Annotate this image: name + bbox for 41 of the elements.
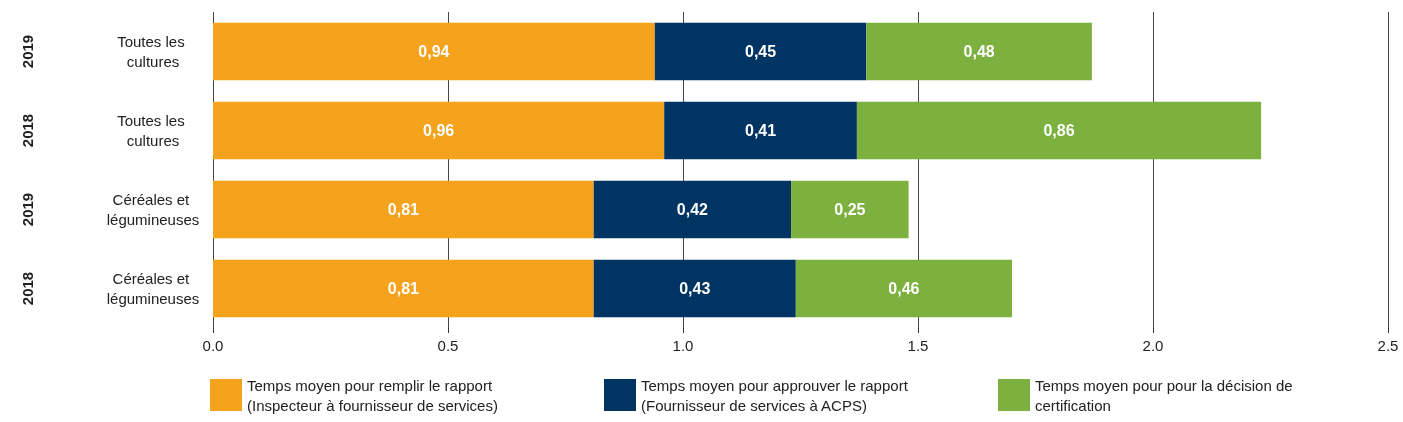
text: 2019 xyxy=(19,34,36,69)
text: 2019 xyxy=(19,192,36,227)
x-tick-label: 1.0 xyxy=(672,337,694,354)
y-tick-label: Toutes les cultures xyxy=(117,33,189,70)
data-label: 0,48 xyxy=(963,43,995,60)
bar xyxy=(213,22,655,81)
bar xyxy=(593,259,796,318)
text: 2018 xyxy=(19,271,36,306)
legend-label: Temps moyen pour approuver le rapport (Fournisseur de services à ACPS) xyxy=(641,376,912,414)
data-label: 0,94 xyxy=(418,43,450,60)
x-tick-label: 2.0 xyxy=(1142,337,1164,354)
bar xyxy=(213,101,665,160)
data-label: 0,41 xyxy=(744,122,777,139)
legend-label: Temps moyen pour remplir le rapport (Inspecteur à fournisseur de services) xyxy=(247,376,498,414)
data-label: 0,43 xyxy=(679,280,711,297)
bar xyxy=(795,259,1012,318)
y-tick-label: Céréales et légumineuses xyxy=(106,270,200,307)
x-tick-label: 0.5 xyxy=(437,337,459,354)
bar xyxy=(654,22,867,81)
data-label: 0,45 xyxy=(744,43,777,60)
data-label: 0,25 xyxy=(834,201,866,218)
data-label: 0,42 xyxy=(676,201,709,218)
bar xyxy=(664,101,857,160)
legend-label: Temps moyen pour pour la décision de certification xyxy=(1035,376,1297,414)
data-label: 0,81 xyxy=(387,280,420,297)
x-tick-label: 0.0 xyxy=(202,337,224,354)
y-tick-label: Toutes les cultures xyxy=(117,112,189,149)
bar xyxy=(593,180,792,239)
data-label: 0,96 xyxy=(423,122,455,139)
data-label: 0,81 xyxy=(387,201,420,218)
bar xyxy=(213,259,594,318)
x-tick-label: 2.5 xyxy=(1377,337,1399,354)
bar xyxy=(866,22,1092,81)
data-label: 0,86 xyxy=(1043,122,1075,139)
bar xyxy=(213,180,594,239)
text: 2018 xyxy=(19,113,36,148)
data-label: 0,46 xyxy=(888,280,920,297)
bar xyxy=(791,180,909,239)
bar xyxy=(856,101,1262,160)
x-tick-label: 1.5 xyxy=(907,337,929,354)
y-tick-label: Céréales et légumineuses xyxy=(106,191,200,228)
